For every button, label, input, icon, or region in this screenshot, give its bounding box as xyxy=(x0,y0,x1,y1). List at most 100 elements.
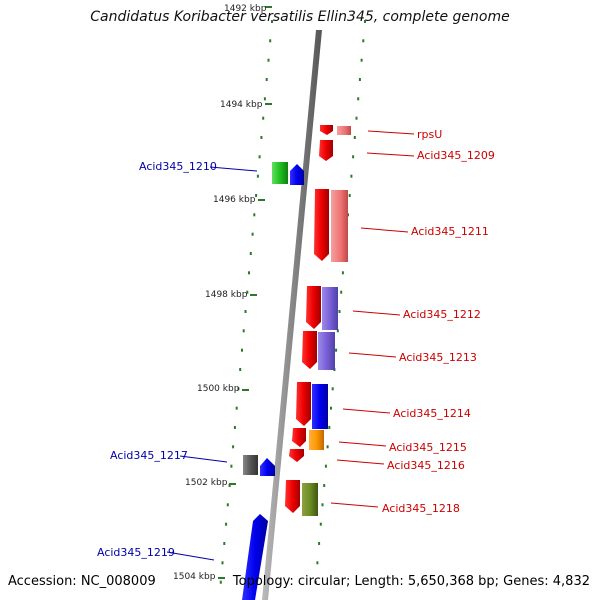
track-dot xyxy=(340,290,343,294)
track-dot xyxy=(230,464,233,468)
track-dot xyxy=(237,387,240,391)
track-dot xyxy=(253,213,256,217)
gene-rpsU[interactable] xyxy=(320,125,333,135)
gene-label-acid345-1210[interactable]: Acid345_1210 xyxy=(139,160,217,173)
track-dot xyxy=(319,522,322,526)
gene-label-acid345-1212[interactable]: Acid345_1212 xyxy=(403,308,481,321)
track-dot xyxy=(355,116,358,120)
scale-label-1496: 1496 kbp xyxy=(213,195,256,205)
gene-acid345-1219[interactable] xyxy=(242,514,268,600)
track-dot xyxy=(321,503,324,507)
track-dot xyxy=(241,348,243,352)
scale-label-1504: 1504 kbp xyxy=(173,572,216,582)
track-dot xyxy=(235,406,238,410)
track-dot xyxy=(239,368,242,371)
track-dot xyxy=(328,426,331,429)
track-dot xyxy=(244,310,247,313)
track-dot xyxy=(256,174,259,178)
gene-acid345-1215[interactable] xyxy=(292,428,306,447)
gene-label-acid345-1213[interactable]: Acid345_1213 xyxy=(399,351,477,364)
map-title: Candidatus Koribacter versatilis Ellin34… xyxy=(90,9,510,25)
gene-acid345-1209[interactable] xyxy=(319,140,333,161)
track-dot xyxy=(357,97,360,101)
track-dot xyxy=(267,58,270,62)
topology-text: Topology: circular; Length: 5,650,368 bp… xyxy=(232,574,590,589)
track-dot xyxy=(360,58,363,62)
scale-label-1494: 1494 kbp xyxy=(220,100,263,110)
track-dot xyxy=(324,464,327,468)
gene-acid345-1211-feature xyxy=(331,190,348,262)
gene-label-acid345-1219[interactable]: Acid345_1219 xyxy=(97,546,175,559)
track-dot xyxy=(336,329,339,333)
track-dot xyxy=(318,542,321,545)
gene-acid345-1214[interactable] xyxy=(296,382,311,426)
track-dot xyxy=(362,39,365,43)
track-dot xyxy=(316,561,319,565)
scale-label-1500: 1500 kbp xyxy=(197,384,240,394)
scale-ticks xyxy=(218,6,272,579)
track-dot xyxy=(263,97,266,101)
gene-acid345-1210-feature xyxy=(272,162,288,184)
track-dot xyxy=(330,406,332,410)
gene-label-acid345-1209[interactable]: Acid345_1209 xyxy=(417,149,495,162)
gene-label-acid345-1217[interactable]: Acid345_1217 xyxy=(110,449,188,462)
track-dot xyxy=(338,310,341,313)
track-dot xyxy=(219,580,222,584)
gene-acid345-1212[interactable] xyxy=(306,286,321,329)
gene-acid345-1213-feature xyxy=(318,332,335,370)
track-dot xyxy=(331,387,334,391)
gene-acid345-1214-feature xyxy=(312,384,328,429)
track-dot xyxy=(335,348,338,352)
gene-acid345-1217[interactable] xyxy=(260,458,275,476)
genome-backbone xyxy=(262,30,322,600)
track-dot xyxy=(262,116,265,120)
gene-acid345-1218-feature xyxy=(302,483,318,516)
gene-label-acid345-1214[interactable]: Acid345_1214 xyxy=(393,407,471,420)
scale-label-1502: 1502 kbp xyxy=(185,478,228,488)
gene-acid345-1213[interactable] xyxy=(302,331,317,369)
accession-text: Accession: NC_008009 xyxy=(8,574,156,589)
scale-label-1492: 1492 kbp xyxy=(224,4,267,14)
track-dot xyxy=(249,252,252,255)
track-dot xyxy=(226,503,229,507)
track-dot xyxy=(269,39,272,43)
track-dot xyxy=(228,484,231,487)
scale-label-1498: 1498 kbp xyxy=(205,290,248,300)
gene-acid345-1210[interactable] xyxy=(290,164,304,185)
gene-acid345-1215-feature xyxy=(309,430,324,450)
track-dot xyxy=(251,232,254,236)
track-dot xyxy=(242,329,245,333)
track-dot xyxy=(352,155,355,159)
gene-label-acid345-1218[interactable]: Acid345_1218 xyxy=(382,502,460,515)
gene-label-rpsU[interactable]: rpsU xyxy=(417,128,442,141)
gene-label-acid345-1216[interactable]: Acid345_1216 xyxy=(387,459,465,472)
track-dot xyxy=(314,580,317,584)
gene-label-acid345-1215[interactable]: Acid345_1215 xyxy=(389,441,467,454)
track-dot xyxy=(225,522,228,526)
gene-acid345-1217-feature xyxy=(243,455,258,475)
track-dot xyxy=(265,78,268,81)
track-dot xyxy=(341,271,344,275)
gene-acid345-1218[interactable] xyxy=(285,480,300,513)
gene-acid345-1216[interactable] xyxy=(289,449,304,462)
track-dot xyxy=(233,426,236,429)
gene-label-acid345-1211[interactable]: Acid345_1211 xyxy=(411,225,489,238)
track-dot xyxy=(232,445,235,449)
track-dot xyxy=(358,78,361,81)
track-dot xyxy=(353,136,356,139)
track-dot xyxy=(350,174,353,178)
gene-acid345-1212-feature xyxy=(322,287,338,330)
track-dot xyxy=(255,194,258,197)
track-dot xyxy=(364,20,366,23)
track-dot xyxy=(248,271,250,275)
track-dot xyxy=(323,484,326,487)
gene-acid345-1211[interactable] xyxy=(314,189,329,261)
track-dot xyxy=(271,20,273,23)
track-dot xyxy=(221,561,224,565)
label-leader-lines xyxy=(166,130,415,561)
gene-rpsU-feature xyxy=(337,126,351,135)
track-dot xyxy=(260,136,263,139)
track-dot xyxy=(326,445,329,449)
track-dot xyxy=(246,290,249,294)
